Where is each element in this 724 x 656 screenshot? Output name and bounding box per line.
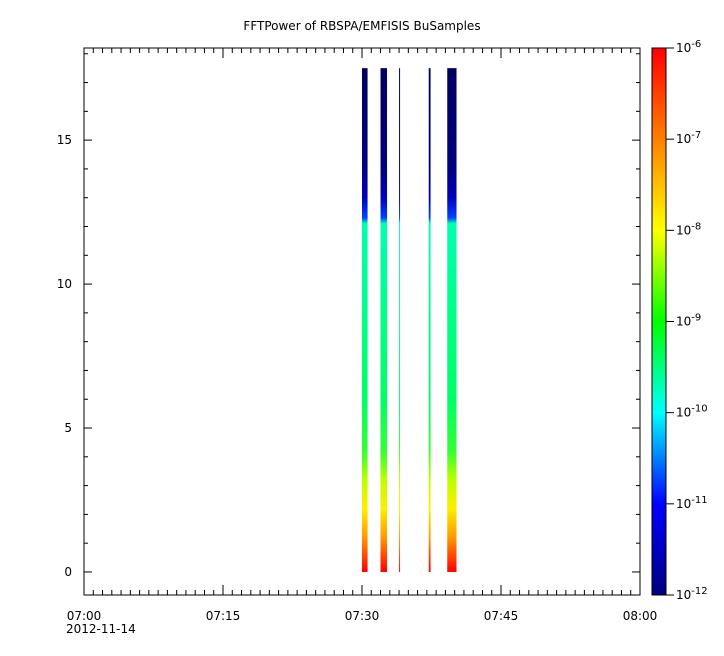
colorbar-tick-label: 10-7: [676, 130, 701, 146]
colorbar-ticks: 10-6 10-7 10-8 10-9 10-10 10-11 10-12: [666, 39, 708, 602]
x-tick-label: 07:30: [345, 609, 380, 623]
colorbar-tick-label: 10-9: [676, 313, 701, 329]
chart-title: FFTPower of RBSPA/EMFISIS BuSamples: [243, 19, 480, 33]
x-date-label: 2012-11-14: [66, 622, 136, 636]
y-tick-label: 15: [57, 133, 72, 147]
y-tick-label: 10: [57, 277, 72, 291]
spectrogram-band-4: [428, 68, 431, 572]
x-tick-label: 07:45: [484, 609, 519, 623]
x-tick-label: 07:15: [206, 609, 241, 623]
x-tick-label: 08:00: [623, 609, 658, 623]
x-tick-label: 07:00: [67, 609, 102, 623]
colorbar-tick-label: 10-8: [676, 221, 701, 237]
spectrogram-band-3: [399, 68, 401, 572]
spectrogram-band-2: [380, 68, 388, 572]
y-tick-label: 5: [64, 421, 72, 435]
spectrogram-bands: [362, 68, 457, 572]
plot-area: [83, 47, 641, 596]
colorbar-fill: [651, 47, 667, 596]
spectrogram-band-5: [447, 68, 457, 572]
colorbar-tick-label: 10-12: [676, 586, 708, 602]
y-axis: 0 5 10 15: [57, 53, 640, 579]
colorbar-tick-label: 10-6: [676, 39, 701, 55]
x-axis: 07:00 07:15 07:30 07:45 08:00: [67, 48, 658, 623]
colorbar-tick-label: 10-11: [676, 495, 708, 511]
colorbar: 10-6 10-7 10-8 10-9 10-10 10-11 10-12: [651, 39, 708, 602]
colorbar-tick-label: 10-10: [676, 404, 708, 420]
spectrogram-band-1: [362, 68, 368, 572]
y-tick-label: 0: [64, 565, 72, 579]
